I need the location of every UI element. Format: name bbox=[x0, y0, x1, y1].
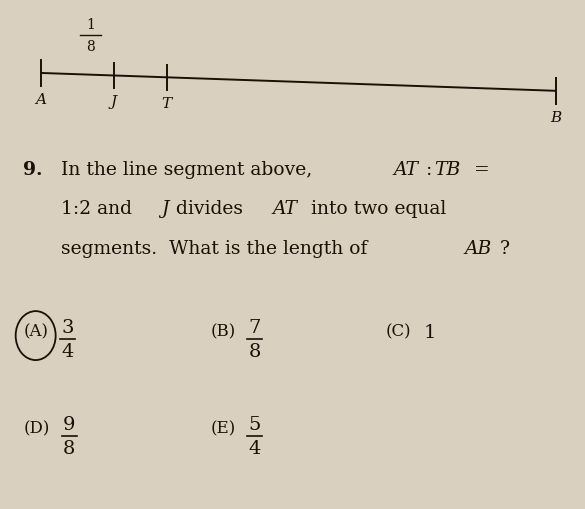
Text: =: = bbox=[467, 160, 489, 178]
Text: B: B bbox=[550, 110, 562, 124]
Text: J: J bbox=[161, 200, 168, 218]
Text: 5: 5 bbox=[249, 415, 261, 433]
Text: 7: 7 bbox=[249, 318, 261, 336]
Text: ?: ? bbox=[500, 240, 510, 258]
Text: segments.  What is the length of: segments. What is the length of bbox=[61, 240, 374, 258]
Text: (A): (A) bbox=[23, 323, 49, 340]
Text: 4: 4 bbox=[61, 342, 74, 360]
Text: 8: 8 bbox=[63, 439, 75, 457]
Text: 9: 9 bbox=[63, 415, 75, 433]
Text: AT: AT bbox=[273, 200, 297, 218]
Text: (D): (D) bbox=[23, 420, 50, 437]
Text: A: A bbox=[36, 93, 46, 106]
Text: In the line segment above,: In the line segment above, bbox=[61, 160, 319, 178]
Text: (B): (B) bbox=[211, 323, 236, 340]
Text: 3: 3 bbox=[61, 318, 74, 336]
Text: :: : bbox=[426, 160, 432, 178]
Text: (C): (C) bbox=[386, 323, 412, 340]
Text: J: J bbox=[111, 95, 117, 109]
Text: TB: TB bbox=[433, 160, 460, 178]
Text: T: T bbox=[161, 97, 172, 111]
Text: into two equal: into two equal bbox=[305, 200, 446, 218]
Text: 8: 8 bbox=[249, 342, 261, 360]
Text: (E): (E) bbox=[211, 420, 236, 437]
Text: 4: 4 bbox=[249, 439, 261, 457]
Text: 1:2 and: 1:2 and bbox=[61, 200, 139, 218]
Text: divides: divides bbox=[170, 200, 249, 218]
Text: 1: 1 bbox=[86, 18, 95, 32]
Text: AT: AT bbox=[393, 160, 418, 178]
Text: 9.: 9. bbox=[23, 160, 43, 178]
Text: AB: AB bbox=[464, 240, 492, 258]
Text: 1: 1 bbox=[424, 323, 436, 341]
Text: 8: 8 bbox=[87, 40, 95, 54]
